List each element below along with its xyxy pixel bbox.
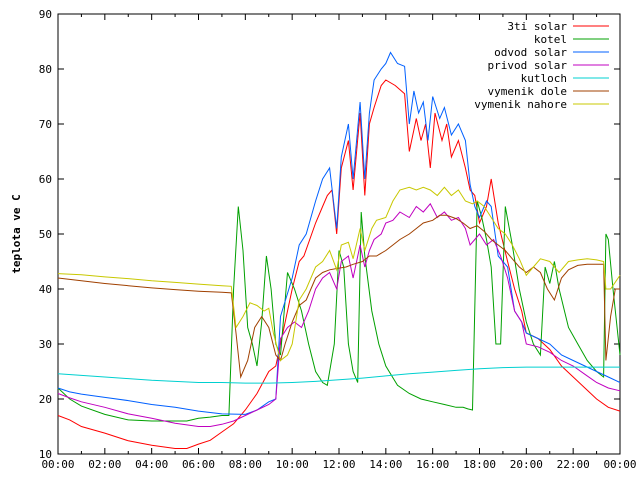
- series-line-privod-solar: [57, 202, 621, 427]
- x-tick-label: 02:00: [88, 458, 121, 471]
- series-line-3ti-solar: [57, 79, 621, 449]
- x-tick-label: 14:00: [369, 458, 402, 471]
- x-tick-label: 20:00: [510, 458, 543, 471]
- legend-label: 3ti solar: [507, 20, 567, 33]
- series-line-kutloch: [57, 366, 620, 384]
- x-tick-label: 08:00: [229, 458, 262, 471]
- legend-label: vymenik dole: [488, 85, 567, 98]
- y-tick-label: 40: [39, 283, 52, 296]
- series-line-kotel: [57, 200, 621, 422]
- x-tick-label: 18:00: [463, 458, 496, 471]
- legend-label: kutloch: [521, 72, 567, 85]
- x-tick-label: 00:00: [41, 458, 74, 471]
- x-tick-label: 00:00: [603, 458, 636, 471]
- x-tick-label: 04:00: [135, 458, 168, 471]
- x-tick-label: 12:00: [322, 458, 355, 471]
- y-tick-label: 10: [39, 448, 52, 461]
- series-line-vymenik-dole: [57, 214, 620, 379]
- legend-label: privod solar: [488, 59, 568, 72]
- series-line-vymenik-nahore: [57, 186, 621, 362]
- x-tick-label: 10:00: [276, 458, 309, 471]
- x-tick-label: 16:00: [416, 458, 449, 471]
- y-tick-label: 70: [39, 118, 52, 131]
- legend-label: odvod solar: [494, 46, 567, 59]
- x-tick-label: 06:00: [182, 458, 215, 471]
- x-tick-label: 22:00: [557, 458, 590, 471]
- series-lines: [57, 51, 621, 449]
- y-tick-label: 90: [39, 8, 52, 21]
- y-axis-label: teplota ve C: [10, 194, 23, 273]
- legend-label: vymenik nahore: [474, 98, 567, 111]
- x-tick-labels: 00:00 02:00 04:00 06:00 08:00 10:00 12:00 14:00…: [41, 458, 636, 471]
- y-tick-label: 80: [39, 63, 52, 76]
- tick-marks: [57, 13, 621, 455]
- y-tick-label: 50: [39, 228, 52, 241]
- y-tick-label: 20: [39, 393, 52, 406]
- y-tick-labels: 10 20 30 40 50 60 70 80 90: [39, 8, 52, 461]
- legend-label: kotel: [534, 33, 567, 46]
- y-tick-label: 60: [39, 173, 52, 186]
- y-tick-label: 30: [39, 338, 52, 351]
